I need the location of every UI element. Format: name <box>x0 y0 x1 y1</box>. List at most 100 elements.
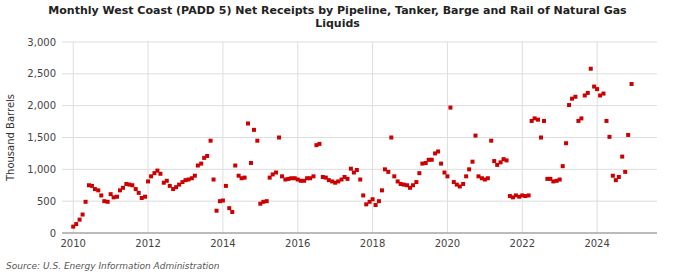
point <box>414 180 418 184</box>
point <box>436 150 440 154</box>
point <box>143 195 147 199</box>
point <box>106 200 110 204</box>
point <box>349 167 353 171</box>
point <box>205 154 209 158</box>
x-axis-line <box>62 233 657 234</box>
point <box>542 119 546 123</box>
point <box>358 178 362 182</box>
point <box>221 199 225 203</box>
y-grid-line <box>62 137 657 138</box>
x-tick-label: 2016 <box>285 238 310 249</box>
point <box>243 176 247 180</box>
y-grid-line <box>62 169 657 170</box>
point <box>74 222 78 226</box>
point <box>255 139 259 143</box>
point <box>355 168 359 172</box>
point <box>489 139 493 143</box>
point <box>630 82 634 86</box>
point <box>617 175 621 179</box>
point <box>317 142 321 146</box>
point <box>607 135 611 139</box>
x-grid-line <box>148 42 149 233</box>
point <box>246 121 250 125</box>
chart: Monthly West Coast (PADD 5) Net Receipts… <box>0 0 675 275</box>
point <box>130 183 134 187</box>
point <box>146 179 150 183</box>
point <box>374 203 378 207</box>
point <box>589 67 593 71</box>
point <box>442 171 446 175</box>
x-grid-line <box>522 42 523 233</box>
point <box>448 106 452 110</box>
point <box>84 200 88 204</box>
point <box>620 155 624 159</box>
point <box>227 206 231 210</box>
y-grid-line <box>62 201 657 202</box>
point <box>461 182 465 186</box>
point <box>386 170 390 174</box>
x-tick-label: 2014 <box>210 238 235 249</box>
point <box>165 179 169 183</box>
point <box>311 174 315 178</box>
point <box>377 199 381 203</box>
y-tick-label: 2,000 <box>27 100 56 111</box>
title: Monthly West Coast (PADD 5) Net Receipts… <box>48 4 627 30</box>
point <box>471 160 475 164</box>
point <box>193 174 197 178</box>
point <box>445 174 449 178</box>
y-tick-label: 2,500 <box>27 68 56 79</box>
point <box>486 176 490 180</box>
point <box>137 191 141 195</box>
point <box>389 136 393 140</box>
point <box>371 197 375 201</box>
source: Source: U.S. Energy Information Administ… <box>6 261 220 271</box>
point <box>539 136 543 140</box>
point <box>417 171 421 175</box>
y-tick-label: 500 <box>37 196 56 207</box>
y-tick-label: 1,000 <box>27 164 56 175</box>
point <box>492 159 496 163</box>
point <box>430 158 434 162</box>
point <box>474 134 478 138</box>
x-grid-line <box>447 42 448 233</box>
point <box>99 193 103 197</box>
y-grid-line <box>62 73 657 74</box>
point <box>626 133 630 137</box>
point <box>78 218 82 222</box>
point <box>586 91 590 95</box>
point <box>230 210 234 214</box>
point <box>536 118 540 122</box>
x-tick-label: 2012 <box>135 238 160 249</box>
point <box>224 184 228 188</box>
x-grid-line <box>597 42 598 233</box>
x-grid-line <box>73 42 74 233</box>
point <box>573 95 577 99</box>
point <box>380 188 384 192</box>
x-tick-label: 2018 <box>360 238 385 249</box>
point <box>199 162 203 166</box>
point <box>121 186 125 190</box>
point <box>274 171 278 175</box>
point <box>252 128 256 132</box>
point <box>604 119 608 123</box>
x-tick-label: 2024 <box>584 238 609 249</box>
point <box>158 172 162 176</box>
point <box>249 161 253 165</box>
point <box>96 188 100 192</box>
point <box>623 170 627 174</box>
point <box>467 167 471 171</box>
point <box>215 209 219 213</box>
y-tick-label: 3,000 <box>27 37 56 48</box>
x-grid-line <box>297 42 298 233</box>
point <box>558 178 562 182</box>
grid <box>62 42 657 233</box>
x-grid-line <box>222 42 223 233</box>
point <box>561 164 565 168</box>
y-tick-label: 1,500 <box>27 132 56 143</box>
x-grid-line <box>372 42 373 233</box>
point <box>564 141 568 145</box>
y-tick-label: 0 <box>50 228 56 239</box>
point <box>346 177 350 181</box>
point <box>439 162 443 166</box>
point <box>209 139 213 143</box>
